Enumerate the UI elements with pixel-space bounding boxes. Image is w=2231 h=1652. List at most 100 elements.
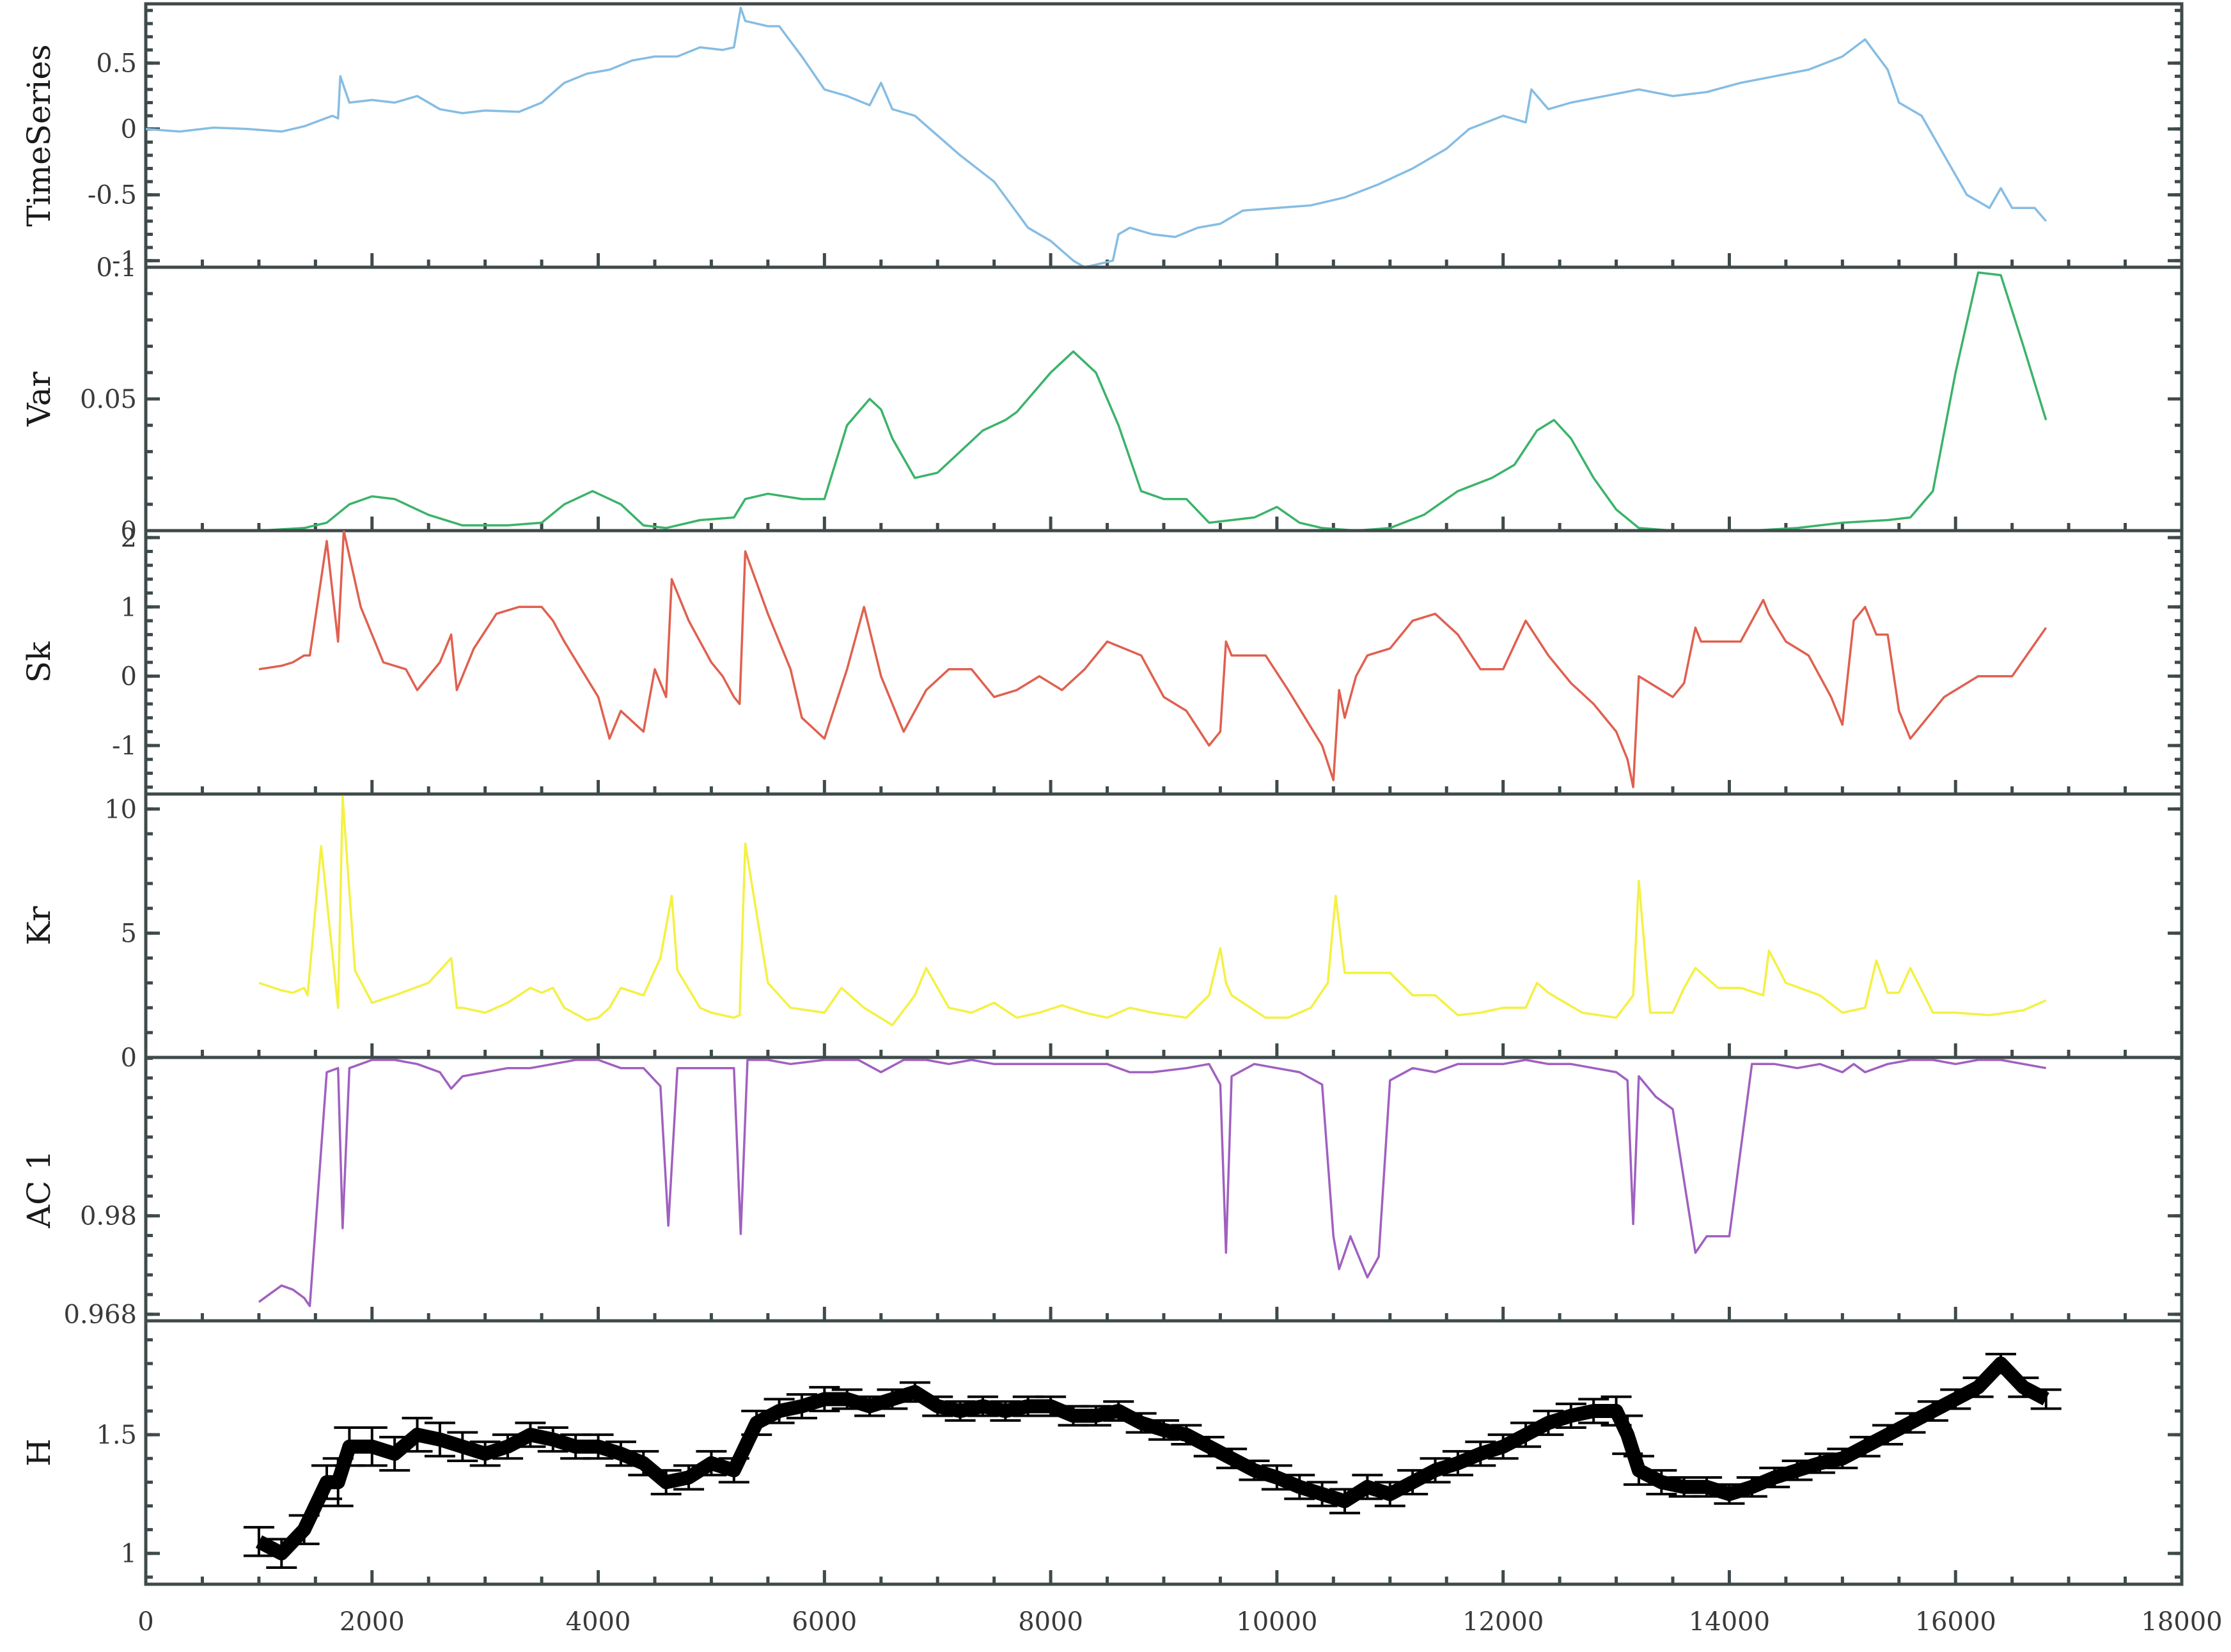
error-bar (922, 1395, 953, 1417)
series-line (258, 1059, 2047, 1307)
error-bar (1985, 1352, 2016, 1375)
series-ac1 (258, 1059, 2047, 1307)
error-bar (854, 1395, 886, 1417)
error-bar (1917, 1400, 1948, 1422)
error-bar (1714, 1483, 1745, 1505)
chart-panels: -1 -0.5 0 0.5 TimeSeries 0 0.05 0.1 Var -1 0 1 2 Sk 0 5… (20, 2, 2184, 1586)
y-tick-label: -1 (112, 247, 137, 276)
error-bar (831, 1388, 863, 1410)
error-bar (2008, 1376, 2039, 1398)
error-bar (1239, 1459, 1270, 1481)
y-tick-label: 0.5 (96, 49, 137, 79)
panel-frame (144, 265, 2184, 533)
error-bar (1849, 1435, 1881, 1458)
error-bar (877, 1388, 908, 1410)
error-bar (1420, 1457, 1451, 1484)
series-sk (258, 531, 2047, 788)
error-bar (1284, 1474, 1315, 1500)
series-line (258, 795, 2047, 1027)
error-bar (1171, 1424, 1202, 1446)
error-bar (1555, 1402, 1586, 1430)
panel-frame (144, 529, 2184, 796)
series-ts (146, 6, 2047, 267)
error-bar (1397, 1469, 1429, 1495)
y-tick-label: 0.968 (63, 1300, 137, 1330)
error-bar (1736, 1476, 1767, 1498)
error-bar (424, 1421, 455, 1458)
x-tick-label: 0 (137, 1607, 153, 1637)
y-axis-label: Kr (20, 906, 58, 945)
panel-ac1: 0.968 0.98 AC 1 (20, 1056, 2184, 1330)
series-line (258, 531, 2047, 788)
error-bar (379, 1435, 411, 1472)
error-bar (1080, 1405, 1111, 1427)
error-bar (243, 1525, 274, 1557)
error-bar (1962, 1376, 1994, 1398)
x-tick-label: 8000 (1018, 1607, 1083, 1637)
series-line (255, 1356, 2049, 1561)
error-bar (1759, 1467, 1790, 1488)
y-tick-label: 0 (121, 517, 137, 546)
error-bar (288, 1514, 320, 1545)
y-tick-label: 0 (121, 115, 137, 144)
y-axis-label: Sk (20, 641, 58, 683)
error-bar (1193, 1435, 1225, 1458)
error-bar (718, 1457, 749, 1484)
x-tick-label: 18000 (2141, 1607, 2222, 1637)
error-bar (944, 1400, 976, 1422)
error-bar (1352, 1474, 1383, 1500)
error-bar (1533, 1410, 1564, 1437)
error-bar (1465, 1440, 1496, 1467)
x-tick-label: 2000 (340, 1607, 405, 1637)
y-tick-label: -1 (112, 731, 137, 761)
error-bar (1691, 1476, 1723, 1498)
error-bar (1487, 1433, 1519, 1460)
series-h (243, 1352, 2062, 1570)
error-bar (1216, 1447, 1248, 1470)
error-bar (1261, 1464, 1292, 1491)
error-bar (356, 1426, 387, 1467)
series-line (146, 6, 2047, 267)
panel-frame (144, 792, 2184, 1059)
error-bar (1781, 1459, 1813, 1481)
error-bar (1329, 1488, 1361, 1515)
error-bar (809, 1385, 840, 1413)
y-axis-label: H (20, 1438, 58, 1467)
y-tick-label: 0.98 (80, 1202, 137, 1231)
error-bar (673, 1464, 705, 1491)
error-bar (1103, 1400, 1134, 1422)
x-tick-label: 16000 (1915, 1607, 1996, 1637)
x-tick-label: 12000 (1462, 1607, 1544, 1637)
error-bar (1035, 1395, 1067, 1417)
error-bar (1125, 1412, 1157, 1434)
panel-var: 0 0.05 0.1 Var (20, 253, 2184, 546)
error-bar (1306, 1481, 1338, 1508)
y-axis-label: TimeSeries (20, 44, 58, 226)
error-bar (1646, 1469, 1677, 1495)
y-tick-label: 0 (121, 1043, 137, 1073)
error-bar (990, 1400, 1021, 1422)
y-tick-label: 0 (121, 662, 137, 692)
error-bar (1872, 1424, 1904, 1446)
error-bar (515, 1421, 546, 1448)
y-tick-label: 1.5 (96, 1421, 137, 1450)
error-bar (628, 1450, 659, 1477)
x-tick-label: 6000 (792, 1607, 857, 1637)
error-bar (1895, 1412, 1926, 1434)
error-bar (786, 1393, 817, 1420)
panel-frame (144, 1319, 2184, 1586)
panel-frame (144, 1056, 2184, 1323)
error-bar (1442, 1450, 1473, 1477)
error-bar (1510, 1421, 1542, 1448)
panel-kr: 0 5 10 Kr (20, 792, 2184, 1073)
y-axis-label: Var (20, 371, 58, 426)
y-tick-label: 2 (121, 524, 137, 553)
error-bar (1612, 1414, 1643, 1455)
series-line (258, 271, 2047, 531)
y-tick-label: 5 (121, 919, 137, 949)
x-tick-label: 10000 (1236, 1607, 1317, 1637)
x-axis: 0 2000 4000 6000 8000 10000 12000 14000 16000 180… (137, 1607, 2222, 1637)
y-tick-label: 1 (121, 593, 137, 622)
y-tick-label: 1 (121, 1539, 137, 1569)
